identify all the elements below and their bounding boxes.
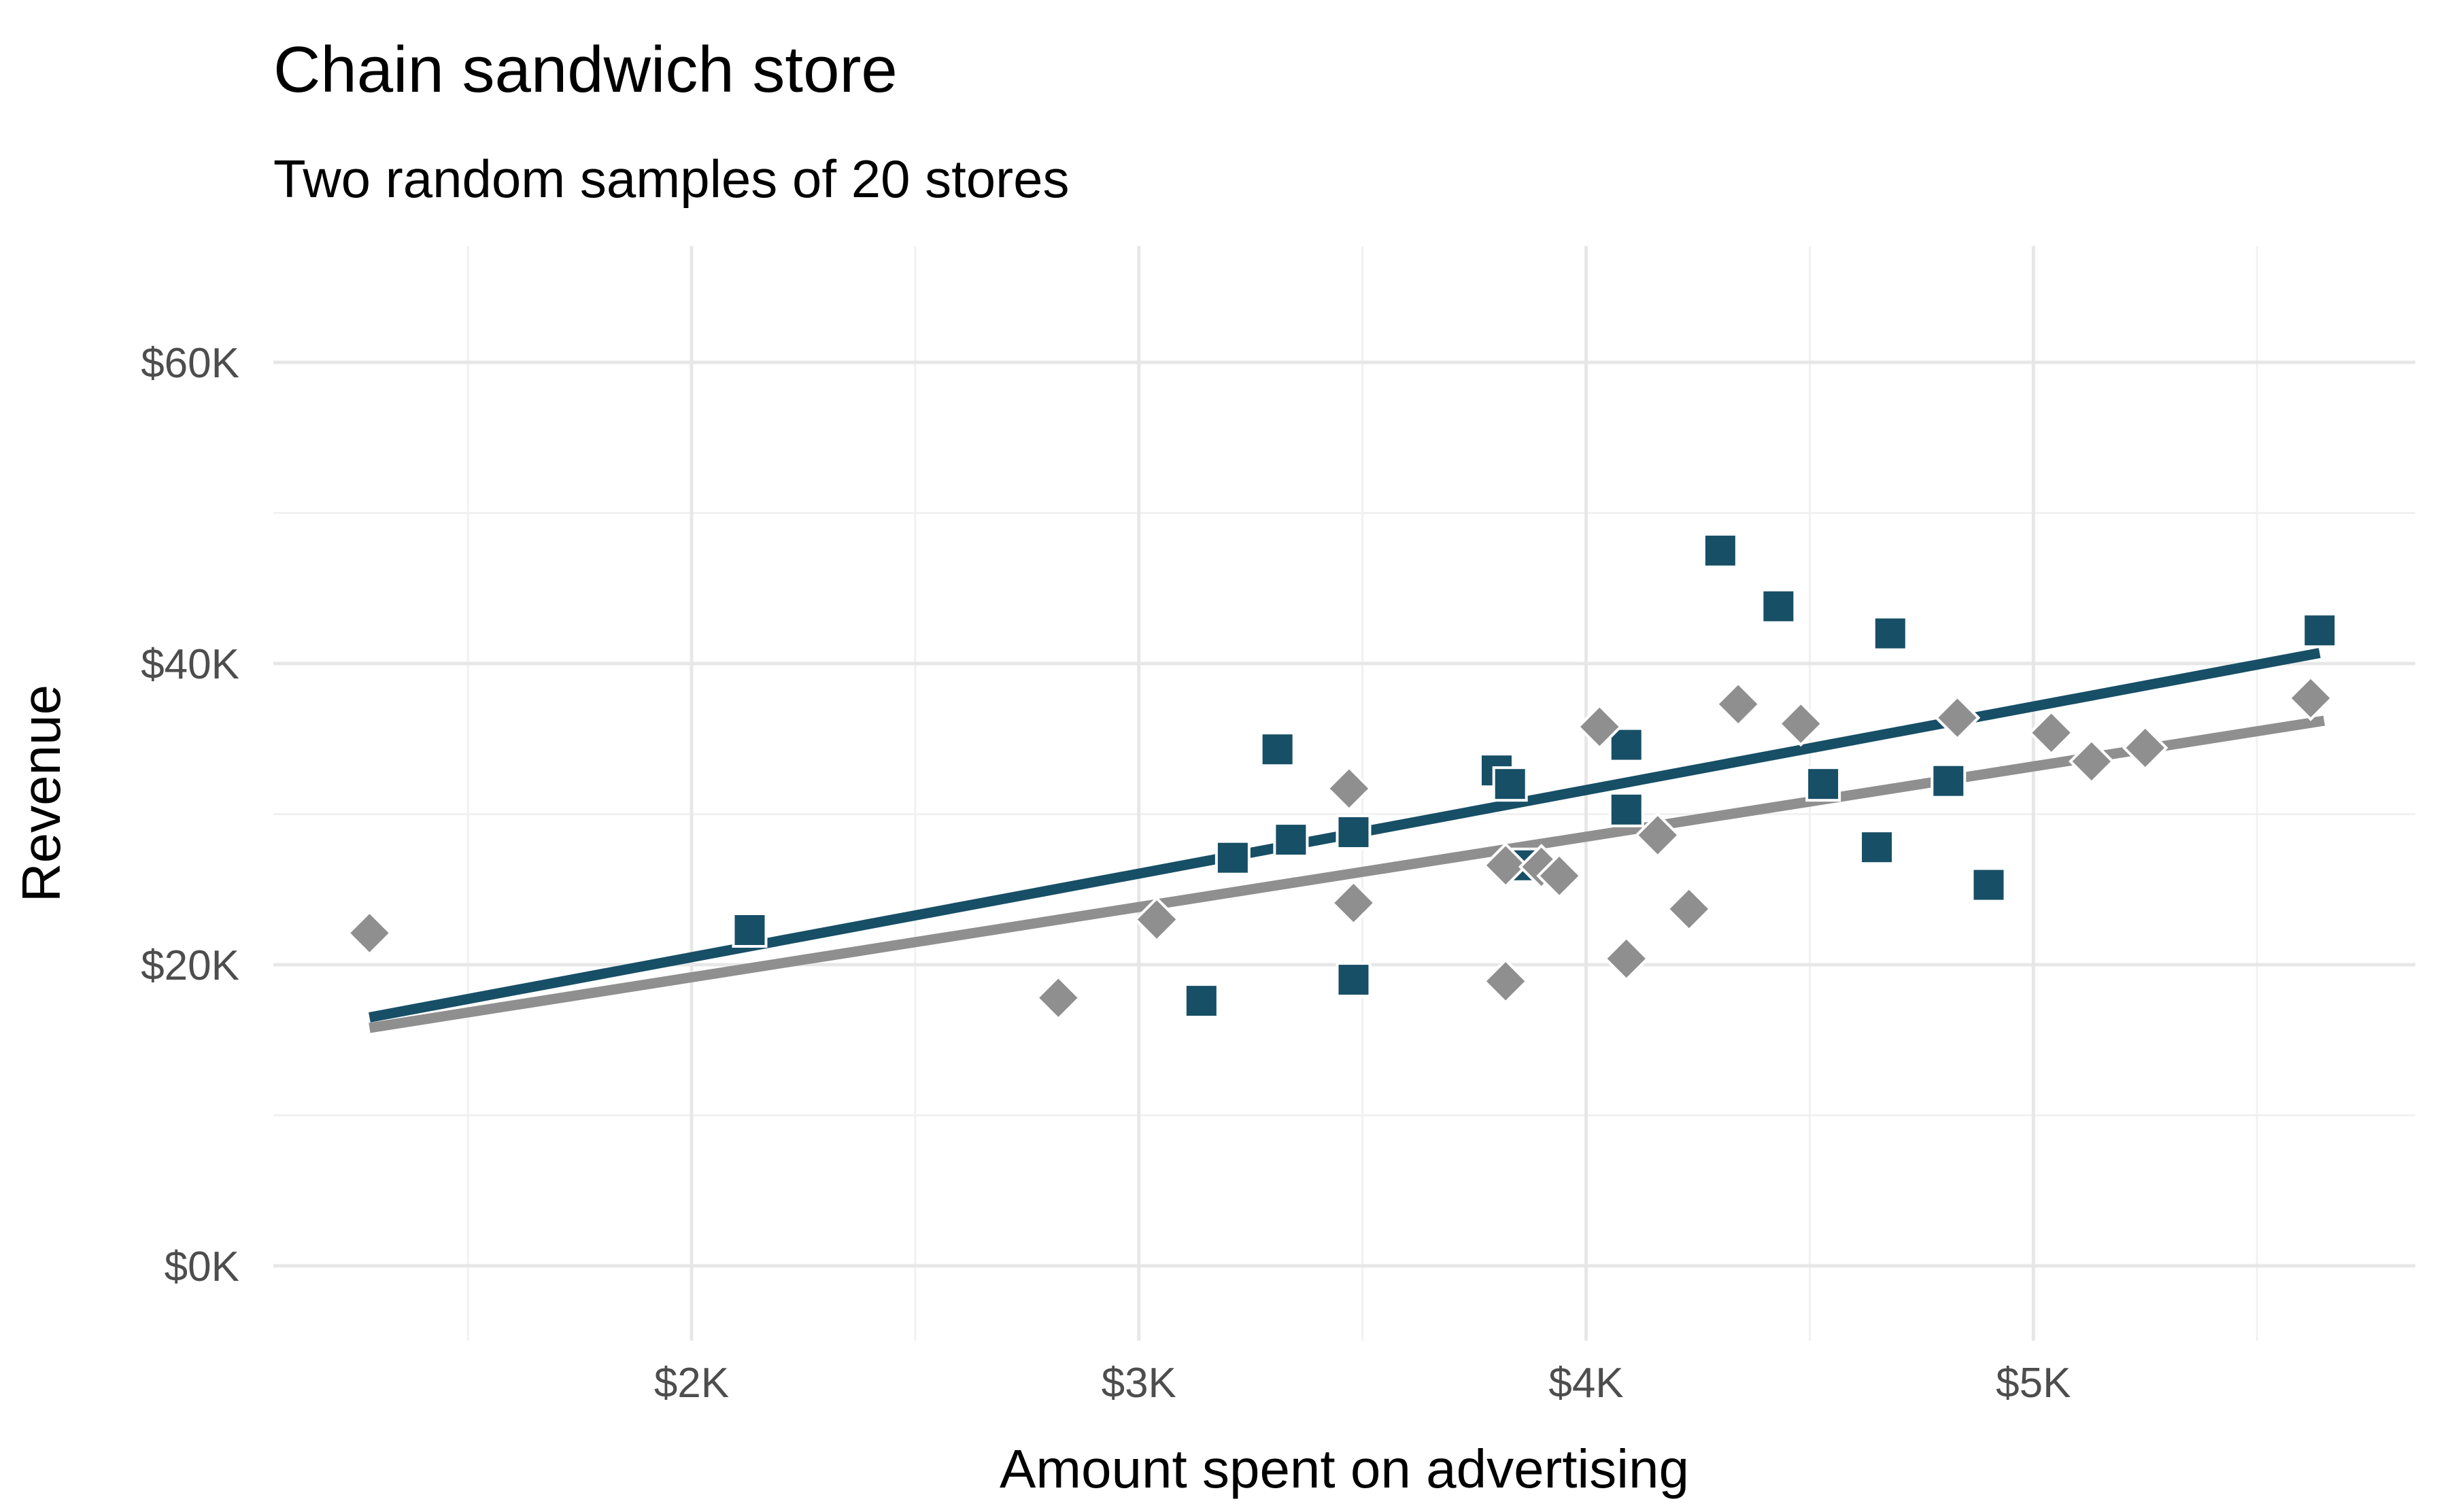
data-point-sample1 bbox=[1183, 983, 1219, 1019]
y-axis-title: Revenue bbox=[11, 685, 71, 902]
x-tick-label: $4K bbox=[1548, 1360, 1623, 1407]
y-tick-label: $0K bbox=[165, 1243, 239, 1290]
axis-tick-labels: $0K $20K $40K $60K $2K $3K $4K $5K bbox=[141, 340, 2071, 1407]
data-point-sample2 bbox=[346, 910, 393, 957]
data-point-sample2 bbox=[1665, 886, 1712, 932]
data-point-sample1 bbox=[1859, 829, 1895, 865]
data-point-sample2 bbox=[2122, 725, 2169, 771]
data-point-sample2 bbox=[1536, 853, 1582, 899]
data-point-sample1 bbox=[1273, 822, 1309, 858]
trend-line-sample2 bbox=[369, 715, 2325, 1033]
data-point-sample1 bbox=[1931, 763, 1967, 799]
data-point-sample2 bbox=[1035, 974, 1082, 1021]
x-tick-label: $2K bbox=[654, 1360, 729, 1407]
data-point-sample1 bbox=[1214, 840, 1251, 876]
chart-title: Chain sandwich store bbox=[273, 33, 898, 106]
chart-subtitle: Two random samples of 20 stores bbox=[273, 149, 1070, 209]
y-tick-label: $20K bbox=[141, 942, 239, 989]
data-point-sample2 bbox=[2288, 675, 2334, 721]
data-point-sample1 bbox=[1608, 727, 1644, 763]
data-point-sample2 bbox=[1778, 700, 1824, 747]
y-tick-label: $60K bbox=[141, 340, 239, 387]
data-point-sample1 bbox=[1805, 766, 1841, 802]
data-point-sample2 bbox=[1482, 842, 1529, 889]
data-point-sample2 bbox=[2028, 710, 2075, 756]
data-point-sample2 bbox=[1330, 880, 1377, 926]
data-point-sample1 bbox=[1702, 532, 1738, 568]
data-point-sample1 bbox=[1971, 867, 2007, 903]
points-sample2 bbox=[346, 675, 2334, 1021]
data-point-sample2 bbox=[1634, 812, 1681, 859]
data-point-sample1 bbox=[1336, 962, 1372, 998]
data-point-sample1 bbox=[732, 912, 768, 948]
x-axis-title: Amount spent on advertising bbox=[1000, 1439, 1689, 1499]
data-point-sample2 bbox=[1482, 958, 1529, 1005]
data-point-sample2 bbox=[1326, 765, 1372, 812]
data-point-sample1 bbox=[1872, 615, 1908, 651]
data-point-sample2 bbox=[1934, 694, 1981, 741]
data-point-sample2 bbox=[2068, 738, 2115, 785]
x-tick-label: $5K bbox=[1996, 1360, 2071, 1407]
y-tick-label: $40K bbox=[141, 641, 239, 688]
data-point-sample2 bbox=[1576, 704, 1623, 750]
data-point-sample1 bbox=[1608, 791, 1644, 827]
data-point-sample1 bbox=[2302, 613, 2338, 649]
gridlines-minor bbox=[273, 246, 2415, 1341]
x-tick-label: $3K bbox=[1102, 1360, 1176, 1407]
data-point-sample1 bbox=[1761, 588, 1797, 624]
data-point-sample2 bbox=[1715, 681, 1761, 727]
data-point-sample2 bbox=[1603, 935, 1650, 982]
data-point-sample2 bbox=[1134, 896, 1180, 943]
data-point-sample1 bbox=[1336, 814, 1372, 850]
data-point-sample1 bbox=[1259, 732, 1295, 768]
data-point-sample1 bbox=[1492, 766, 1528, 802]
